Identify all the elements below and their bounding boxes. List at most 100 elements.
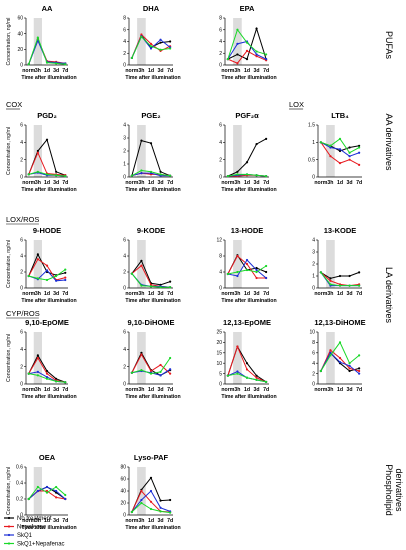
data-point — [36, 253, 39, 256]
y-tick-label: 0.2 — [16, 497, 23, 503]
x-axis-label: Time after illumination — [221, 298, 276, 304]
y-tick-label: 40 — [17, 31, 23, 37]
legend-label: Nepafenac — [17, 525, 46, 531]
y-tick-label: 40 — [120, 489, 126, 495]
x-tick-label: norm — [22, 291, 35, 297]
x-axis-label: Time after illumination — [125, 75, 180, 81]
y-tick-label: 0 — [312, 175, 315, 181]
y-tick-label: 80 — [120, 465, 126, 471]
data-point — [64, 268, 67, 271]
data-point — [45, 489, 49, 493]
data-point — [236, 345, 239, 348]
data-point — [159, 370, 162, 373]
data-point — [64, 63, 67, 66]
x-tick-label: 3h — [138, 387, 144, 393]
data-point — [149, 142, 153, 145]
x-tick-label: 1d — [148, 68, 154, 74]
data-point — [140, 498, 143, 502]
data-point — [140, 351, 143, 354]
shaded-band — [33, 240, 42, 288]
x-tick-label: 3h — [234, 68, 240, 74]
y-tick-label: 6 — [20, 123, 23, 129]
x-axis-label: Time after illumination — [21, 187, 76, 193]
x-tick-label: 3h — [327, 180, 333, 186]
data-point — [55, 489, 58, 493]
data-point — [265, 53, 268, 56]
data-point — [130, 510, 133, 514]
x-tick-label: 1d — [44, 291, 50, 297]
y-tick-label: 4 — [219, 270, 222, 276]
x-tick-label: norm — [22, 518, 35, 524]
y-tick-label: 8 — [312, 340, 315, 346]
data-point — [338, 162, 342, 165]
data-point — [130, 371, 133, 374]
data-point — [149, 42, 153, 45]
data-point — [159, 38, 162, 41]
data-point — [45, 369, 49, 373]
chart-panel: 12,13-DiHOME 0 2 4 6 8 10 norm 3h 1d 3d 7d — [309, 318, 365, 393]
y-tick-label: 2 — [123, 149, 126, 155]
y-tick-label: 20 — [17, 47, 23, 53]
data-point — [329, 283, 332, 286]
data-point — [140, 169, 143, 172]
shaded-band — [137, 18, 146, 65]
data-point — [149, 45, 153, 48]
x-tick-label: 1d — [148, 291, 154, 297]
data-point — [45, 173, 49, 176]
x-tick-label: 1d — [148, 518, 154, 524]
x-tick-label: 3d — [158, 291, 164, 297]
x-tick-label: 1d — [44, 518, 50, 524]
data-point — [159, 286, 162, 289]
x-tick-label: 3d — [347, 291, 353, 297]
y-tick-label: 5 — [219, 371, 222, 377]
y-tick-label: 0 — [123, 382, 126, 388]
y-tick-label: 0 — [20, 513, 23, 519]
shaded-band — [326, 332, 335, 384]
data-point — [265, 276, 268, 280]
panel-title: 13-HODE — [231, 226, 264, 235]
x-tick-label: 3d — [254, 387, 260, 393]
x-tick-label: 3h — [35, 291, 41, 297]
panel-title: EPA — [240, 4, 255, 13]
data-point — [27, 372, 30, 375]
data-point — [36, 354, 39, 357]
x-tick-label: 7d — [62, 180, 68, 186]
x-tick-label: 1d — [244, 387, 250, 393]
data-point — [159, 499, 162, 502]
y-tick-label: 2 — [20, 364, 23, 370]
y-tick-label: 0 — [20, 382, 23, 388]
x-tick-label: 7d — [356, 180, 362, 186]
data-point — [55, 279, 58, 282]
y-tick-label: 1 — [312, 140, 315, 146]
x-tick-label: 3h — [138, 291, 144, 297]
data-point — [245, 161, 249, 164]
data-point — [45, 138, 49, 141]
data-point — [348, 155, 351, 158]
data-point — [140, 35, 143, 38]
data-point — [236, 170, 239, 173]
data-point — [255, 27, 258, 30]
data-point — [319, 271, 322, 274]
data-point — [236, 270, 239, 274]
panel-title: 9,10-DiHOME — [127, 318, 174, 327]
x-tick-label: 7d — [62, 291, 68, 297]
y-tick-label: 10 — [216, 361, 222, 367]
data-point — [358, 367, 361, 370]
data-point — [358, 271, 361, 274]
data-point — [169, 286, 172, 289]
y-tick-label: 6 — [219, 27, 222, 33]
data-point — [149, 47, 153, 50]
data-point — [236, 173, 239, 176]
y-tick-label: 60 — [120, 477, 126, 483]
data-point — [64, 175, 67, 178]
legend-marker — [7, 533, 11, 537]
data-point — [55, 174, 58, 177]
section-label: COX — [6, 100, 22, 109]
y-tick-label: 2 — [123, 364, 126, 370]
data-point — [255, 270, 258, 274]
